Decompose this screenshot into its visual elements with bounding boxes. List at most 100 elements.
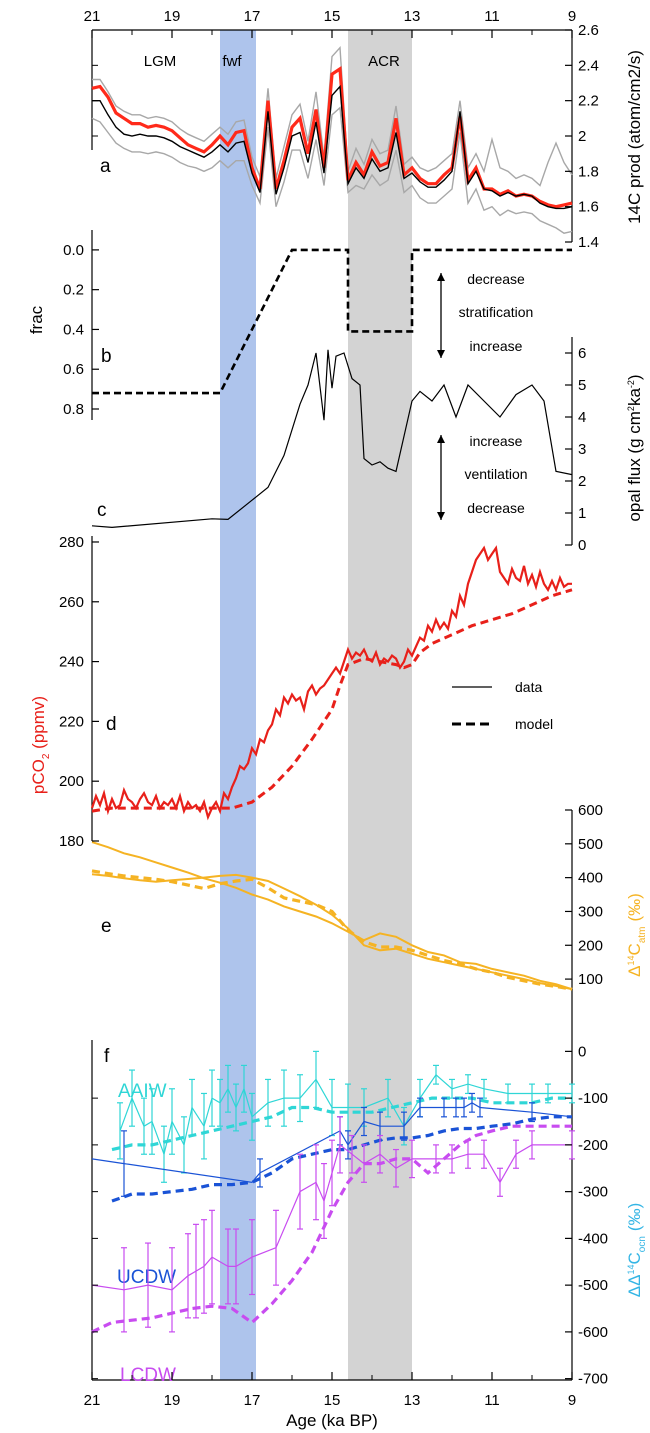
y-tick-label-a: 2 [578, 128, 586, 145]
ylabel-f-sup: 14 [626, 1265, 636, 1275]
y-tick-label-a: 1.6 [578, 199, 599, 216]
panel-letter-c: c [97, 500, 107, 521]
label-aaiw: AAIW [118, 1081, 167, 1102]
period-bands [220, 30, 412, 1380]
ylabel-c-unit: ka [625, 388, 644, 407]
x-tick-label-bottom: 11 [484, 1392, 500, 1409]
x-tick-label-bottom: 21 [84, 1392, 101, 1409]
y-tick-label-d: 240 [59, 654, 84, 671]
label-lcdw: LCDW [120, 1365, 176, 1386]
band-fwf [220, 30, 256, 1380]
panel-e-d14c-atm: e Δ14Catm (‰) [101, 893, 648, 977]
y-tick-label-c: 3 [578, 441, 586, 458]
ylabel-c-main: opal flux (g cm [625, 411, 644, 522]
y-tick-label-a: 1.8 [578, 163, 599, 180]
ylabel-c-close: ) [625, 374, 644, 380]
series-e-model [91, 869, 573, 991]
annotation-c-middle: ventilation [464, 466, 527, 482]
x-tick-label-top: 21 [84, 8, 101, 25]
y-tick-label-d: 220 [59, 713, 84, 730]
y-tick-label-c: 6 [578, 345, 586, 362]
panel-a-production: LGM fwf ACR a 14C prod (atom/cm2/s) [100, 50, 644, 224]
period-label-lgm: LGM [144, 53, 177, 70]
series-e-upper [91, 841, 573, 991]
y-tick-label-f: -500 [578, 1277, 608, 1294]
series-a-alt [92, 84, 573, 210]
legend-model-label: model [515, 716, 553, 732]
y-tick-label-e: 100 [578, 971, 603, 988]
y-tick-label-c: 2 [578, 473, 586, 490]
series-a-lower [91, 106, 573, 234]
label-ucdw: UCDW [117, 1267, 176, 1288]
panel-c-opal-flux: c opal flux (g cm2ka-2) increase ventila… [97, 374, 644, 521]
x-tick-label-top: 9 [568, 8, 576, 25]
y-tick-label-f: -700 [578, 1371, 608, 1388]
ylabel-d-sub: 2 [41, 753, 52, 759]
panel-letter-e: e [101, 916, 112, 937]
x-tick-label-top: 19 [164, 8, 181, 25]
series-a-main [91, 66, 573, 209]
x-tick-label-bottom: 17 [244, 1392, 261, 1409]
period-label-acr: ACR [368, 53, 400, 70]
ylabel-e-sup: 14 [626, 955, 636, 965]
series-f-lcdw-model [91, 1124, 572, 1334]
period-label-fwf: fwf [222, 53, 242, 70]
x-tick-label-bottom: 15 [324, 1392, 341, 1409]
y-tick-label-d: 200 [59, 773, 84, 790]
annotation-c-bottom: decrease [467, 500, 525, 516]
y-tick-label-a: 2.4 [578, 57, 599, 74]
y-tick-label-b: 0.8 [63, 401, 84, 418]
y-tick-label-e: 200 [578, 937, 603, 954]
x-tick-label-bottom: 9 [568, 1392, 576, 1409]
y-tick-label-e: 300 [578, 903, 603, 920]
x-tick-label-top: 15 [324, 8, 341, 25]
y-tick-label-c: 1 [578, 505, 586, 522]
y-tick-label-f: -300 [578, 1184, 608, 1201]
arrow-ventilation-head-top [437, 435, 445, 443]
series-f-aaiw-model [111, 1096, 572, 1152]
x-tick-label-top: 11 [484, 8, 500, 25]
y-tick-label-f: -400 [578, 1230, 608, 1247]
series-c-opal [91, 349, 573, 529]
series-a-upper [92, 46, 573, 187]
y-tick-label-f: -600 [578, 1324, 608, 1341]
x-tick-label-bottom: 19 [164, 1392, 181, 1409]
panel-d-pco2: d pCO2 (ppmv) data model [29, 679, 553, 794]
ylabel-e-sub: atm [637, 927, 648, 944]
arrow-ventilation-head-bottom [437, 512, 445, 520]
panel-letter-b: b [101, 346, 112, 367]
y-tick-label-b: 0.4 [63, 321, 84, 338]
y-tick-label-c: 5 [578, 377, 586, 394]
legend-data-label: data [515, 679, 542, 695]
x-axis-label: Age (ka BP) [286, 1411, 378, 1430]
tick-layer: 212119191717151513131111991.41.61.822.22… [59, 8, 608, 1409]
y-tick-label-d: 260 [59, 594, 84, 611]
ylabel-f-delta: ΔΔ [625, 1275, 644, 1298]
y-tick-label-a: 2.6 [578, 22, 599, 39]
annotation-b-bottom: increase [470, 338, 523, 354]
ylabel-a: 14C prod (atom/cm2/s) [625, 50, 644, 224]
y-tick-label-a: 2.2 [578, 93, 599, 110]
ylabel-b: frac [27, 305, 46, 334]
annotation-c-top: increase [470, 433, 523, 449]
series-d-model [91, 588, 573, 813]
series-f-lcdw-data [91, 1143, 572, 1291]
ylabel-e-unit: (‰) [625, 893, 644, 921]
y-tick-label-e: 600 [578, 802, 603, 819]
annotation-b-top: decrease [467, 271, 525, 287]
panel-letter-f: f [104, 1046, 110, 1067]
arrow-stratification-head-top [437, 273, 445, 281]
y-tick-label-f: 0 [578, 1043, 586, 1060]
panel-letter-a: a [100, 156, 111, 177]
ylabel-d: pCO2 (ppmv) [29, 696, 52, 794]
band-acr [348, 30, 412, 1380]
y-tick-label-d: 280 [59, 534, 84, 551]
y-tick-label-c: 0 [578, 537, 586, 554]
y-tick-label-b: 0.2 [63, 282, 84, 299]
y-tick-label-d: 180 [59, 833, 84, 850]
y-tick-label-c: 4 [578, 409, 586, 426]
y-tick-label-f: -100 [578, 1090, 608, 1107]
y-tick-label-b: 0.0 [63, 242, 84, 259]
y-tick-label-e: 500 [578, 836, 603, 853]
series-d-data [90, 545, 572, 821]
